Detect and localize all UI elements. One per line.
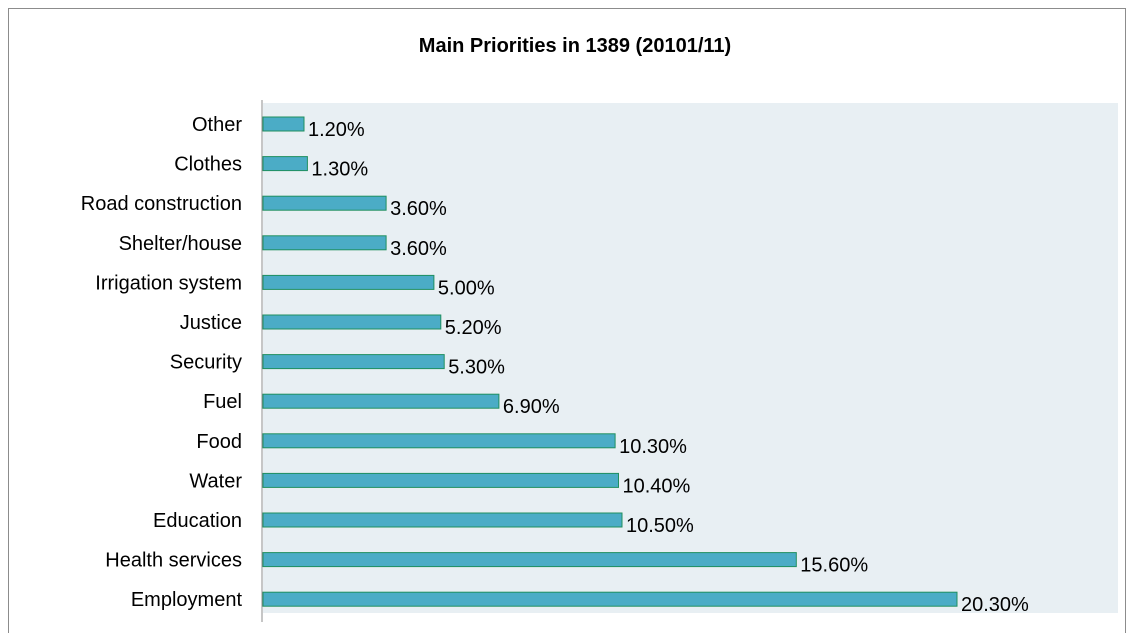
category-label: Health services [105,550,242,572]
value-label: 5.00% [438,277,495,299]
bar-clothes [262,156,308,172]
value-label: 5.20% [445,317,502,339]
value-label: 6.90% [503,396,560,418]
bar-other [262,116,305,132]
value-label: 3.60% [390,198,447,220]
category-label: Shelter/house [119,233,242,255]
bar-shelter-house [262,235,387,251]
bar-security [262,354,445,370]
category-label: Clothes [174,154,242,176]
bar-food [262,433,616,449]
value-label: 1.20% [308,119,365,141]
value-label: 10.40% [623,475,691,497]
category-label: Irrigation system [95,272,242,294]
value-label: 3.60% [390,238,447,260]
category-label: Other [192,114,242,136]
category-label: Water [189,470,242,492]
category-label: Road construction [81,193,242,215]
bar-employment [262,591,958,607]
bar-water [262,472,619,488]
value-label: 15.60% [800,555,868,577]
category-label: Employment [131,589,243,611]
category-label: Fuel [203,391,242,413]
bar-health-services [262,552,797,568]
bar-education [262,512,623,528]
bar-fuel [262,393,500,409]
category-label: Food [196,431,242,453]
value-label: 10.50% [626,515,694,537]
category-label: Education [153,510,242,532]
bar-irrigation-system [262,274,435,290]
bars-layer: Other 1.20% Clothes 1.30% Road construction 3… [81,114,1029,616]
value-label: 1.30% [311,159,368,181]
value-label: 5.30% [448,357,505,379]
chart-title: Main Priorities in 1389 (20101/11) [419,35,731,57]
bar-justice [262,314,442,330]
value-label: 10.30% [619,436,687,458]
bar-road-construction [262,195,387,211]
value-label: 20.30% [961,594,1029,616]
category-label: Security [170,352,242,374]
category-label: Justice [180,312,242,334]
